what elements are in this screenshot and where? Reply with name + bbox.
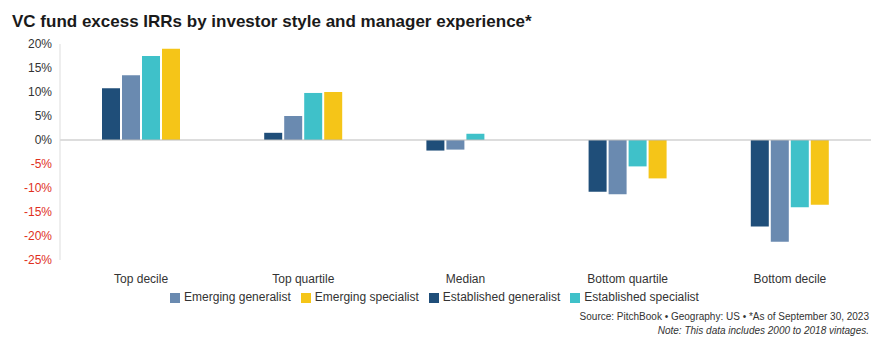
html-text:Emerging generalist: Emerging generalist: [184, 290, 291, 304]
html-text:Source: PitchBook • Geography:: Source: PitchBook • Geography: US • *As …: [579, 311, 869, 322]
svg-text:5%: 5%: [35, 109, 53, 123]
svg-text:15%: 15%: [28, 61, 52, 75]
html-text:Established specialist: Established specialist: [584, 290, 699, 304]
svg-text:-25%: -25%: [24, 253, 52, 267]
svg-text:Median: Median: [446, 272, 485, 286]
svg-text:Top quartile: Top quartile: [272, 272, 334, 286]
html-text:Established generalist: Established generalist: [442, 290, 561, 304]
svg-text:-5%: -5%: [31, 157, 53, 171]
svg-text:Bottom decile: Bottom decile: [754, 272, 827, 286]
html-text:Emerging specialist: Emerging specialist: [314, 290, 419, 304]
html-text:Note: This data includes 2000: Note: This data includes 2000 to 2018 vi…: [657, 325, 869, 336]
svg-text:Bottom quartile: Bottom quartile: [587, 272, 668, 286]
svg-text:20%: 20%: [28, 38, 52, 51]
svg-text:10%: 10%: [28, 85, 52, 99]
svg-text:-10%: -10%: [24, 181, 52, 195]
svg-text:Top decile: Top decile: [114, 272, 168, 286]
svg-text:-20%: -20%: [24, 229, 52, 243]
svg-text:0%: 0%: [35, 133, 53, 147]
svg-text:-15%: -15%: [24, 205, 52, 219]
html-text:VC fund excess IRRs by investo: VC fund excess IRRs by investor style an…: [12, 12, 532, 31]
